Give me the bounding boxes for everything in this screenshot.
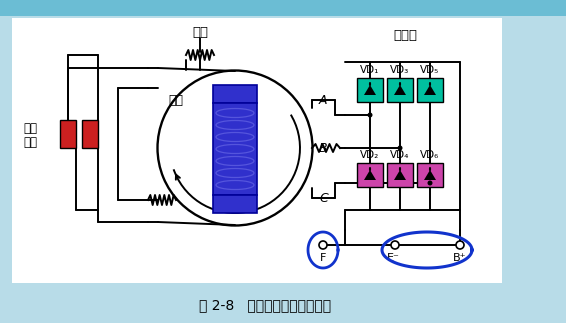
Bar [60,120,76,148]
Bar [387,78,413,102]
Circle shape [456,241,464,249]
Bar [213,103,257,195]
Text: VD₂: VD₂ [361,150,380,160]
Circle shape [391,241,399,249]
Text: B⁺: B⁺ [453,253,467,263]
Polygon shape [424,170,436,180]
Text: B: B [319,141,328,154]
Text: A: A [319,93,328,107]
Text: 整流器: 整流器 [393,28,417,41]
Circle shape [367,112,372,118]
Text: F: F [320,253,326,263]
Circle shape [397,145,402,151]
Text: VD₅: VD₅ [421,65,440,75]
Polygon shape [364,170,376,180]
Text: VD₆: VD₆ [421,150,440,160]
Polygon shape [424,85,436,95]
Text: E⁻: E⁻ [387,253,400,263]
Text: 转子: 转子 [168,93,183,107]
Circle shape [427,181,432,185]
Text: VD₁: VD₁ [361,65,380,75]
Text: C: C [319,192,328,204]
Bar [213,195,257,213]
Text: 电刷: 电刷 [23,136,37,149]
Bar [12,18,502,283]
Bar [82,120,98,148]
Bar [417,78,443,102]
Bar [213,85,257,103]
Bar [357,163,383,187]
Circle shape [319,241,327,249]
Text: 定子: 定子 [192,26,208,38]
Polygon shape [364,85,376,95]
Text: 滑环: 滑环 [23,121,37,134]
Text: VD₄: VD₄ [391,150,410,160]
Text: VD₃: VD₃ [391,65,410,75]
Bar [357,78,383,102]
Bar [417,163,443,187]
Polygon shape [394,170,406,180]
Bar [0,0,566,16]
Bar [387,163,413,187]
Text: 图 2-8   交流发电机工作原理图: 图 2-8 交流发电机工作原理图 [199,298,331,312]
Polygon shape [394,85,406,95]
